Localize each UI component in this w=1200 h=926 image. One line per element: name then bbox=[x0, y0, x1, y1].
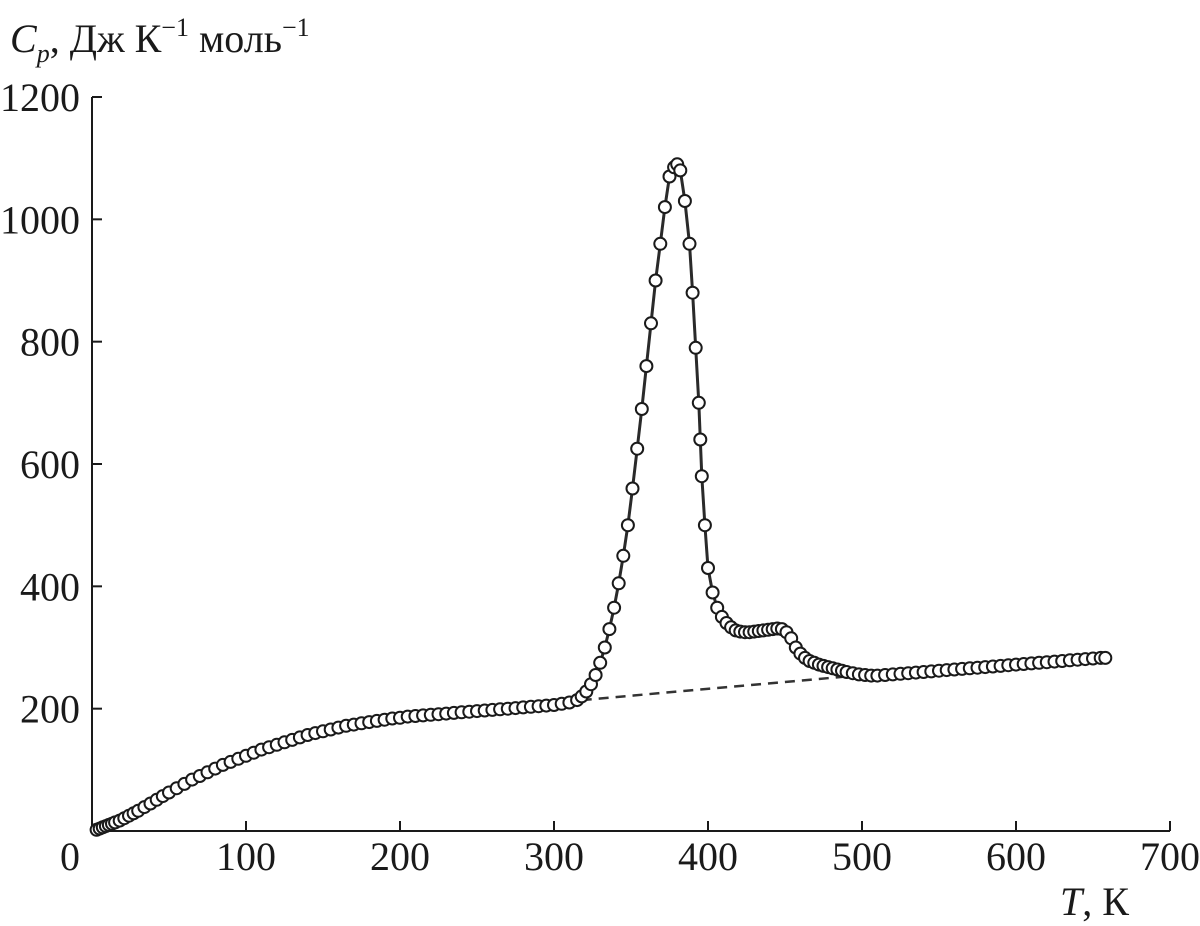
series-line bbox=[96, 161, 1106, 832]
data-point bbox=[634, 402, 649, 416]
x-tick-label: 500 bbox=[832, 834, 892, 879]
y-axis-title: Cp, Дж К−1 моль−1 bbox=[10, 13, 310, 68]
x-tick-label: 0 bbox=[60, 834, 80, 879]
data-point bbox=[685, 285, 700, 300]
data-point bbox=[588, 668, 603, 682]
data-point bbox=[682, 236, 697, 251]
data-point bbox=[657, 200, 672, 215]
dashed-baseline bbox=[581, 673, 870, 702]
x-tick-label: 400 bbox=[678, 834, 738, 879]
data-point bbox=[607, 600, 622, 615]
data-point bbox=[630, 441, 645, 456]
data-point bbox=[691, 395, 706, 410]
axis-ticks: 0 100 200 300 400 500 600 700 200 400 600 800 1000 12… bbox=[0, 75, 1200, 879]
data-point bbox=[593, 655, 608, 670]
x-tick-label: 200 bbox=[370, 834, 430, 879]
x-tick-label: 600 bbox=[986, 834, 1046, 879]
data-point bbox=[597, 640, 612, 655]
y-tick-label: 1000 bbox=[0, 197, 80, 242]
data-point bbox=[688, 340, 703, 355]
data-point bbox=[677, 194, 692, 208]
data-point bbox=[694, 469, 709, 484]
data-point bbox=[620, 518, 635, 533]
y-tick-label: 1200 bbox=[0, 75, 80, 120]
x-tick-label: 300 bbox=[524, 834, 584, 879]
data-point bbox=[639, 359, 654, 374]
x-tick-label: 100 bbox=[216, 834, 276, 879]
y-tick-label: 800 bbox=[20, 320, 80, 365]
x-axis-title: T, К bbox=[1060, 879, 1129, 924]
x-tick-label: 700 bbox=[1140, 834, 1200, 879]
data-point bbox=[697, 518, 712, 533]
data-points bbox=[89, 157, 1113, 837]
y-tick-label: 600 bbox=[20, 442, 80, 487]
data-point bbox=[648, 273, 663, 288]
y-tick-label: 200 bbox=[20, 687, 80, 732]
data-point bbox=[611, 576, 626, 591]
data-point bbox=[705, 585, 720, 600]
data-point bbox=[693, 432, 708, 447]
y-tick-label: 400 bbox=[20, 564, 80, 609]
data-point bbox=[1098, 650, 1113, 665]
data-point bbox=[653, 236, 668, 251]
data-point bbox=[673, 163, 688, 178]
data-point bbox=[602, 622, 617, 637]
data-point bbox=[701, 561, 715, 575]
data-point bbox=[644, 316, 658, 331]
data-point bbox=[616, 548, 631, 563]
data-point bbox=[625, 481, 640, 496]
